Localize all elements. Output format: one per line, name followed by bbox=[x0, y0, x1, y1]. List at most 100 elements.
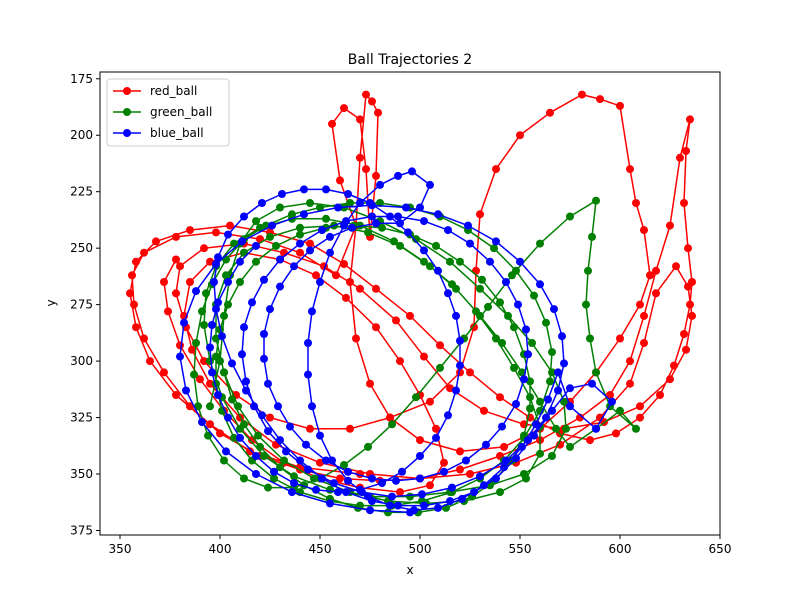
data-point bbox=[530, 431, 538, 440]
data-point bbox=[426, 262, 434, 271]
data-point bbox=[316, 203, 324, 212]
data-point bbox=[322, 185, 330, 194]
data-point bbox=[242, 377, 250, 386]
y-axis: 175 200 225 250 275 300 325 350 375 bbox=[70, 72, 100, 537]
data-point bbox=[240, 474, 248, 483]
data-point bbox=[372, 323, 380, 332]
data-point bbox=[536, 449, 544, 458]
data-point bbox=[362, 90, 370, 99]
data-point bbox=[208, 368, 216, 377]
data-point bbox=[684, 282, 692, 291]
data-point bbox=[326, 485, 334, 494]
data-point bbox=[396, 219, 404, 228]
data-point bbox=[176, 341, 184, 350]
data-point bbox=[484, 302, 492, 311]
data-point bbox=[586, 436, 594, 445]
data-point bbox=[228, 395, 236, 404]
data-point bbox=[576, 413, 584, 422]
data-point bbox=[326, 499, 334, 508]
data-point bbox=[420, 257, 428, 266]
data-point bbox=[434, 503, 442, 512]
data-point bbox=[322, 456, 330, 465]
data-point bbox=[542, 413, 550, 422]
data-point bbox=[530, 291, 538, 300]
data-point bbox=[420, 246, 428, 255]
data-point bbox=[212, 305, 220, 314]
data-point bbox=[228, 359, 236, 368]
data-point bbox=[264, 427, 272, 436]
data-point bbox=[240, 248, 248, 257]
data-point bbox=[440, 467, 448, 476]
data-point bbox=[356, 485, 364, 494]
data-point bbox=[502, 456, 510, 465]
data-point bbox=[592, 368, 600, 377]
data-point bbox=[434, 266, 442, 275]
data-point bbox=[566, 402, 574, 411]
data-point bbox=[682, 147, 690, 155]
data-point bbox=[432, 241, 440, 250]
data-point bbox=[406, 311, 414, 320]
data-point bbox=[512, 400, 520, 408]
data-point bbox=[526, 377, 534, 386]
data-point bbox=[212, 228, 220, 237]
data-point bbox=[526, 393, 534, 402]
data-point bbox=[296, 230, 304, 239]
data-point bbox=[290, 479, 298, 488]
data-point bbox=[466, 368, 474, 377]
data-point bbox=[356, 153, 364, 162]
data-point bbox=[282, 447, 290, 456]
data-point bbox=[326, 232, 334, 241]
data-point bbox=[492, 237, 500, 246]
data-point bbox=[548, 406, 556, 415]
data-point bbox=[498, 339, 506, 347]
data-point bbox=[326, 248, 334, 257]
data-point bbox=[372, 171, 380, 180]
legend-marker bbox=[123, 87, 131, 95]
data-point bbox=[194, 402, 202, 411]
data-point bbox=[190, 370, 198, 379]
data-point bbox=[446, 257, 454, 266]
data-point bbox=[200, 244, 208, 253]
data-point bbox=[332, 271, 340, 280]
data-point bbox=[616, 406, 624, 415]
data-point bbox=[188, 345, 196, 354]
data-point bbox=[608, 397, 616, 406]
data-point bbox=[536, 280, 544, 289]
data-point bbox=[318, 226, 326, 235]
data-point bbox=[316, 278, 324, 286]
data-point bbox=[392, 476, 400, 485]
data-point bbox=[312, 271, 320, 280]
x-tick-label: 400 bbox=[209, 542, 232, 556]
data-point bbox=[290, 262, 298, 271]
data-point bbox=[340, 260, 348, 268]
data-point bbox=[348, 223, 356, 232]
data-point bbox=[522, 325, 530, 334]
data-point bbox=[558, 332, 566, 341]
data-point bbox=[420, 217, 428, 226]
data-point bbox=[396, 241, 404, 250]
data-point bbox=[260, 452, 268, 460]
data-point bbox=[296, 239, 304, 248]
data-point bbox=[412, 393, 420, 402]
data-point bbox=[252, 257, 260, 266]
y-tick-label: 300 bbox=[70, 354, 93, 368]
data-point bbox=[300, 185, 308, 194]
data-point bbox=[252, 452, 260, 460]
data-point bbox=[640, 339, 648, 347]
data-point bbox=[592, 424, 600, 433]
data-point bbox=[224, 278, 232, 286]
data-point bbox=[686, 115, 694, 124]
data-point bbox=[176, 352, 184, 361]
data-point bbox=[214, 298, 222, 307]
legend-marker bbox=[123, 129, 131, 137]
data-point bbox=[186, 402, 194, 411]
data-point bbox=[504, 311, 512, 320]
legend-label: green_ball bbox=[150, 105, 212, 119]
data-point bbox=[386, 501, 394, 510]
data-point bbox=[666, 375, 674, 384]
data-point bbox=[636, 402, 644, 411]
data-point bbox=[464, 221, 472, 230]
data-point bbox=[456, 257, 464, 266]
data-point bbox=[240, 212, 248, 221]
data-point bbox=[392, 316, 400, 325]
